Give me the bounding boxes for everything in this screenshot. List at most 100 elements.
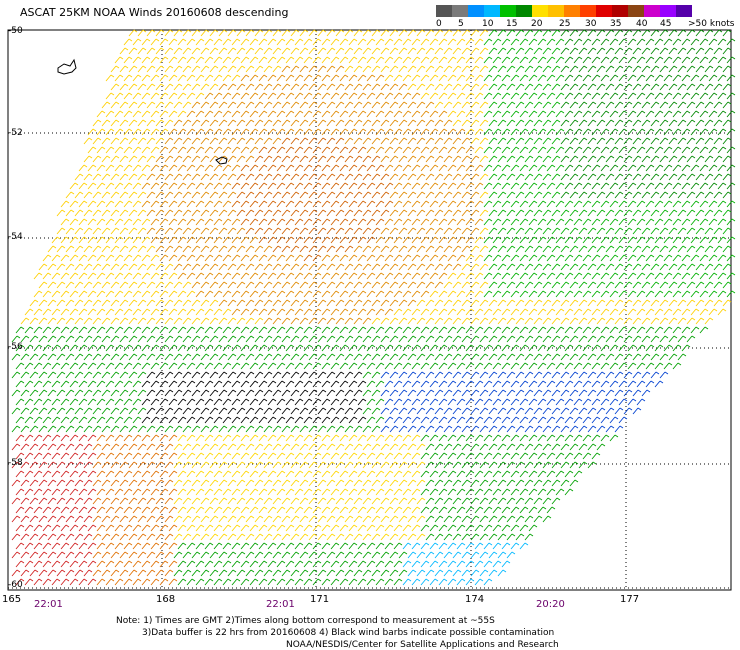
wind-barb <box>456 416 466 424</box>
wind-barb <box>335 371 345 379</box>
wind-barb <box>483 524 493 532</box>
wind-barb <box>119 119 129 127</box>
wind-barb <box>605 119 615 127</box>
wind-barb <box>578 65 588 73</box>
wind-barb <box>677 29 687 37</box>
wind-barb <box>506 209 516 217</box>
wind-barb <box>204 434 214 442</box>
wind-barb <box>596 389 606 397</box>
wind-barb <box>555 92 565 100</box>
wind-barb <box>578 191 588 199</box>
wind-barb <box>177 470 187 478</box>
wind-barb <box>177 326 187 334</box>
wind-barb <box>407 299 417 307</box>
wind-barb <box>398 461 408 469</box>
wind-barb <box>87 344 97 352</box>
wind-barb <box>416 47 426 55</box>
wind-barb <box>227 101 237 109</box>
wind-barb <box>722 101 732 109</box>
wind-barb <box>159 74 169 82</box>
wind-barb <box>375 290 385 298</box>
wind-barb <box>515 173 525 181</box>
wind-barb <box>42 488 52 496</box>
wind-barb <box>164 137 174 145</box>
wind-barb <box>213 272 223 280</box>
wind-barb <box>173 569 183 577</box>
wind-barb <box>69 344 79 352</box>
wind-barb <box>132 218 142 226</box>
wind-barb <box>137 47 147 55</box>
wind-barb <box>569 389 579 397</box>
colorbar-swatch <box>676 5 692 17</box>
wind-barb <box>393 578 403 586</box>
wind-barb <box>335 83 345 91</box>
wind-barb <box>249 92 259 100</box>
wind-barb <box>128 65 138 73</box>
wind-barb <box>402 182 412 190</box>
wind-barb <box>672 326 682 334</box>
wind-barb <box>663 272 673 280</box>
wind-barb <box>474 488 484 496</box>
wind-barb <box>690 110 700 118</box>
wind-barb <box>132 506 142 514</box>
wind-barb <box>164 425 174 433</box>
wind-barb <box>425 137 435 145</box>
wind-barb <box>569 227 579 235</box>
wind-barb <box>600 56 610 64</box>
wind-barb <box>366 146 376 154</box>
wind-barb <box>515 371 525 379</box>
wind-barb <box>461 281 471 289</box>
wind-barb <box>456 308 466 316</box>
wind-barb <box>285 92 295 100</box>
wind-barb <box>245 317 255 325</box>
wind-barb <box>38 533 48 541</box>
wind-barb <box>465 362 475 370</box>
wind-barb <box>132 560 142 568</box>
wind-barb <box>506 389 516 397</box>
wind-barb <box>132 272 142 280</box>
wind-barb <box>15 416 25 424</box>
wind-barb <box>434 335 444 343</box>
wind-barb <box>245 533 255 541</box>
wind-barb <box>654 272 664 280</box>
wind-barb <box>146 551 156 559</box>
wind-barb <box>722 155 732 163</box>
wind-barb <box>569 353 579 361</box>
wind-barb <box>83 173 93 181</box>
wind-barb <box>573 416 583 424</box>
wind-barb <box>483 542 493 550</box>
wind-barb <box>501 434 511 442</box>
wind-barb <box>303 362 313 370</box>
wind-barb <box>218 335 228 343</box>
wind-barb <box>542 209 552 217</box>
wind-barb <box>65 353 75 361</box>
wind-barb <box>236 389 246 397</box>
wind-barb <box>272 263 282 271</box>
wind-barb <box>726 164 736 172</box>
wind-barb <box>609 416 619 424</box>
wind-barb <box>105 146 115 154</box>
wind-barb <box>690 128 700 136</box>
wind-barb <box>483 200 493 208</box>
wind-barb <box>654 128 664 136</box>
wind-barb <box>200 461 210 469</box>
wind-barb <box>479 83 489 91</box>
wind-barb <box>353 245 363 253</box>
wind-barb <box>114 506 124 514</box>
wind-barb <box>510 74 520 82</box>
wind-barb <box>78 488 88 496</box>
wind-barb <box>56 227 66 235</box>
wind-barb <box>420 308 430 316</box>
wind-barb <box>569 101 579 109</box>
wind-barb <box>420 578 430 586</box>
wind-barb <box>344 551 354 559</box>
wind-barb <box>420 524 430 532</box>
wind-barb <box>213 344 223 352</box>
wind-barb <box>456 290 466 298</box>
wind-barb <box>339 506 349 514</box>
wind-barb <box>159 182 169 190</box>
wind-barb <box>492 542 502 550</box>
wind-barb <box>704 119 714 127</box>
wind-barb <box>231 272 241 280</box>
wind-barb <box>326 371 336 379</box>
